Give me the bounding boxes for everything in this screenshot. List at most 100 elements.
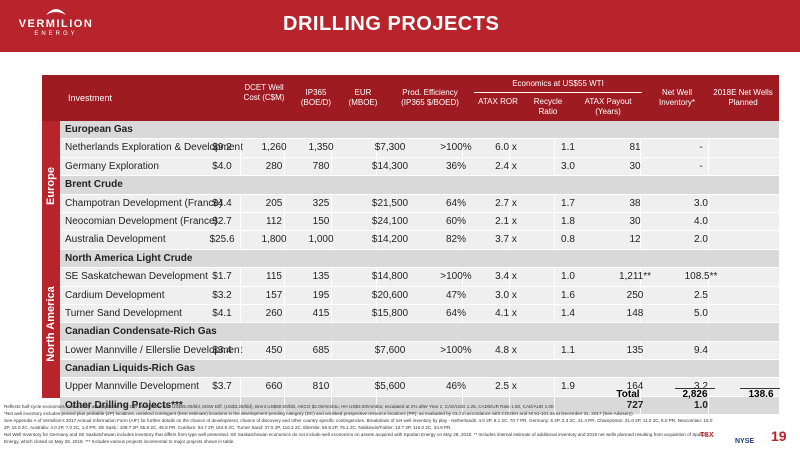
table-cell: 205 <box>265 197 283 209</box>
table-cell: 450 <box>265 344 283 356</box>
column-divider <box>509 286 510 304</box>
row-label: Upper Mannville Development <box>65 381 199 393</box>
column-divider <box>376 231 377 249</box>
column-divider <box>708 286 709 304</box>
table-row: Champotran Development (France) $4.4 205 32… <box>60 194 779 213</box>
table-cell: 1.6 <box>561 289 575 301</box>
column-divider <box>708 304 709 323</box>
column-divider <box>376 157 377 176</box>
col-recycle-ratio: Recycle Ratio <box>533 97 563 116</box>
column-divider <box>462 194 463 212</box>
table-row: SE Saskatchewan Development $1.7 115 135 $14… <box>60 268 779 287</box>
logo-brand-sub: ENERGY <box>34 31 78 37</box>
column-divider <box>640 396 641 415</box>
column-divider <box>462 139 463 157</box>
column-divider <box>284 194 285 212</box>
table-cell: $24,100 <box>371 215 409 227</box>
table-cell: 64% <box>445 197 466 209</box>
table-cell: $21,500 <box>371 197 409 209</box>
total-row: Total 2,826 138.6 <box>60 388 780 402</box>
column-divider <box>284 268 285 286</box>
col-atax-ror: ATAX ROR <box>478 97 518 106</box>
row-label: Germany Exploration <box>65 160 159 172</box>
column-divider <box>462 304 463 323</box>
col-dcet: DCET Well Cost (C$M) <box>243 83 285 102</box>
table-cell: - <box>699 142 703 154</box>
col-investment: Investment <box>68 93 113 103</box>
table-cell: 30 <box>629 215 641 227</box>
column-divider <box>509 304 510 323</box>
page-title: DRILLING PROJECTS <box>283 13 500 35</box>
table-cell: $15,800 <box>371 307 409 319</box>
table-cell: >100% <box>440 142 472 154</box>
col-net-well-inventory: Net Well Inventory* <box>658 88 696 107</box>
table-cell: 0.8 <box>561 234 575 246</box>
table-cell: 164 <box>626 381 644 393</box>
column-divider <box>554 212 555 231</box>
table-cell: 4.1 x <box>495 307 517 319</box>
row-label: Cardium Development <box>65 289 165 301</box>
column-divider <box>708 268 709 286</box>
column-divider <box>376 194 377 212</box>
table-cell: 135 <box>626 344 644 356</box>
tsx-logo: TSX <box>700 432 714 439</box>
table-cell: $5,600 <box>374 381 406 393</box>
column-divider <box>554 231 555 249</box>
column-divider <box>331 212 332 231</box>
table-cell: $25.6 <box>209 234 235 246</box>
column-divider <box>284 396 285 415</box>
table-cell: 1.0 <box>694 399 708 411</box>
column-divider <box>462 268 463 286</box>
row-label: SE Saskatchewan Development <box>65 271 208 283</box>
table-body: European Gas Netherlands Exploration & De… <box>60 121 779 416</box>
table-cell: 3.0 x <box>495 289 517 301</box>
logo-mark-icon <box>46 9 66 15</box>
table-cell: 2.5 <box>694 289 708 301</box>
column-divider <box>640 304 641 323</box>
table-row: Lower Mannville / Ellerslie Development $… <box>60 341 779 361</box>
total-inventory: 2,826 <box>682 389 708 400</box>
col-eur: EUR (MBOE) <box>348 88 378 107</box>
total-rule-planned <box>740 388 780 389</box>
section-row: Canadian Condensate-Rich Gas <box>60 323 779 342</box>
table-cell: 47% <box>445 289 466 301</box>
total-rule-inventory <box>675 388 715 389</box>
table-row: Netherlands Exploration & Development $9.… <box>60 139 779 158</box>
table-cell: 81 <box>629 142 641 154</box>
table-cell: 1.0 <box>561 271 575 283</box>
column-divider <box>284 286 285 304</box>
column-divider <box>376 139 377 157</box>
column-divider <box>462 341 463 360</box>
nyse-logo: NYSE <box>735 438 755 445</box>
column-divider <box>509 378 510 396</box>
column-divider <box>554 268 555 286</box>
column-divider <box>240 341 241 360</box>
company-logo: VERMILION ENERGY <box>8 6 104 46</box>
table-cell: $3.7 <box>212 381 232 393</box>
column-divider <box>708 212 709 231</box>
footnote-line: Net Well Inventory for Germany and SE Sa… <box>4 432 709 444</box>
column-divider <box>240 286 241 304</box>
footnote-line: See Appendix A of Vermilion's 2017 Annua… <box>4 418 713 430</box>
table-cell: $20,600 <box>371 289 409 301</box>
table-cell: $14,300 <box>371 160 409 172</box>
table-cell: $3.2 <box>212 289 232 301</box>
column-divider <box>640 231 641 249</box>
table-cell: 64% <box>445 307 466 319</box>
column-divider <box>462 396 463 415</box>
table-cell: >100% <box>440 271 472 283</box>
column-divider <box>240 304 241 323</box>
column-divider <box>284 139 285 157</box>
column-divider <box>331 396 332 415</box>
table-cell: 150 <box>312 215 330 227</box>
col-2018e-net-wells: 2018E Net Wells Planned <box>713 88 773 107</box>
table-cell: 3.0 <box>694 197 708 209</box>
column-divider <box>708 194 709 212</box>
table-cell: 1.7 <box>561 197 575 209</box>
column-divider <box>240 378 241 396</box>
section-row: Canadian Liquids-Rich Gas <box>60 360 779 379</box>
column-divider <box>708 157 709 176</box>
section-row: European Gas <box>60 121 779 140</box>
row-label: North America Light Crude <box>65 252 193 264</box>
table-row: Neocomian Development (France) $2.7 112 150… <box>60 212 779 232</box>
